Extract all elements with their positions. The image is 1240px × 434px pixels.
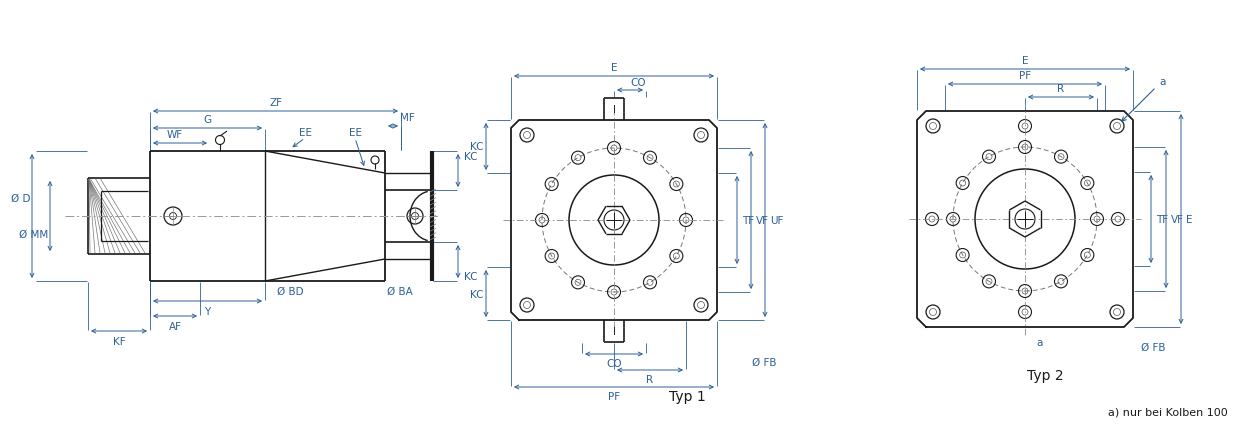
Text: Ø FB: Ø FB (1141, 342, 1166, 352)
Text: TF: TF (1156, 214, 1168, 224)
Text: CO: CO (630, 78, 646, 88)
Text: KC: KC (464, 271, 477, 281)
Text: VF: VF (756, 216, 769, 226)
Text: a) nur bei Kolben 100: a) nur bei Kolben 100 (1109, 407, 1228, 417)
Text: KF: KF (113, 336, 125, 346)
Text: KC: KC (470, 289, 484, 299)
Text: Ø BD: Ø BD (277, 286, 304, 296)
Text: E: E (1022, 56, 1028, 66)
Text: AF: AF (169, 321, 181, 331)
Text: I: I (613, 105, 615, 115)
Text: ZF: ZF (269, 98, 281, 108)
Text: Ø MM: Ø MM (19, 230, 48, 240)
Text: Y: Y (205, 306, 211, 316)
Text: Ø D: Ø D (10, 194, 30, 204)
Text: KC: KC (470, 142, 484, 152)
Text: G: G (203, 115, 212, 125)
Text: a: a (1122, 77, 1166, 122)
Text: PF: PF (1019, 71, 1032, 81)
Text: E: E (1185, 214, 1193, 224)
Text: KC: KC (464, 152, 477, 162)
Text: WF: WF (167, 130, 184, 140)
Text: Ø BA: Ø BA (387, 286, 413, 296)
Text: MF: MF (399, 113, 414, 123)
Text: UF: UF (770, 216, 784, 226)
Text: E: E (611, 63, 618, 73)
Text: R: R (1058, 84, 1065, 94)
Text: EE: EE (299, 128, 311, 138)
Text: I: I (613, 326, 615, 336)
Text: Ø FB: Ø FB (751, 357, 776, 367)
Text: a: a (1037, 337, 1043, 347)
Text: TF: TF (742, 216, 754, 226)
Text: VF: VF (1171, 214, 1184, 224)
Text: Typ 2: Typ 2 (1027, 368, 1064, 382)
Text: PF: PF (608, 391, 620, 401)
Text: Typ 1: Typ 1 (670, 389, 706, 403)
Text: CO: CO (606, 358, 621, 368)
Text: R: R (646, 374, 653, 384)
Text: EE: EE (348, 128, 362, 138)
